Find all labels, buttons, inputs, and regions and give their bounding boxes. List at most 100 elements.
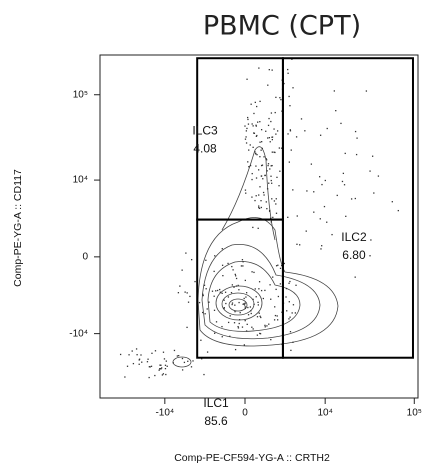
event-dot [245, 130, 248, 132]
event-dot [149, 366, 151, 368]
event-dot [160, 368, 162, 370]
event-dot [131, 350, 133, 352]
event-dot [279, 283, 282, 285]
event-dot [277, 295, 280, 298]
event-dot [254, 151, 256, 153]
event-dot [146, 361, 149, 363]
event-dot [181, 357, 184, 360]
event-dot [276, 130, 279, 132]
event-dot [242, 303, 244, 305]
event-dot [261, 164, 264, 166]
event-dot [288, 95, 290, 98]
event-dot [213, 295, 215, 297]
event-dot [270, 112, 273, 114]
event-dot [245, 330, 248, 332]
event-dot [340, 122, 342, 125]
event-dot [371, 155, 374, 157]
event-dot [184, 291, 186, 293]
event-dot [274, 306, 276, 308]
event-dot [258, 206, 260, 209]
event-dot [194, 280, 196, 283]
event-dot [202, 293, 204, 295]
event-dot [356, 137, 358, 139]
event-dot [264, 174, 266, 177]
event-dot [263, 156, 265, 158]
event-dot [259, 156, 261, 158]
event-dot [244, 138, 247, 140]
event-dot [295, 136, 298, 138]
event-dot [238, 319, 241, 321]
gate [196, 57, 284, 221]
event-dot [344, 152, 346, 155]
event-dot [234, 275, 237, 277]
event-dot [253, 303, 255, 305]
event-dot [267, 163, 270, 165]
event-dot [343, 184, 346, 186]
event-dot [231, 265, 233, 268]
event-dot [233, 286, 235, 288]
event-dot [215, 290, 217, 292]
event-dot [250, 310, 252, 312]
event-dot [255, 177, 258, 179]
event-dot [369, 170, 371, 172]
event-dot [257, 304, 259, 306]
event-dot [132, 362, 135, 365]
event-dot [248, 149, 250, 151]
event-dot [345, 215, 347, 217]
event-dot [268, 117, 270, 120]
event-dot [260, 316, 262, 319]
event-dot [275, 198, 277, 200]
y-tick-label: 10⁴ [73, 175, 88, 186]
event-dot [201, 311, 204, 314]
event-dot [288, 161, 290, 163]
contour [228, 298, 248, 312]
event-dot [243, 344, 246, 346]
event-dot [397, 209, 399, 212]
event-dot [252, 146, 254, 148]
event-dot [251, 178, 253, 181]
event-dot [244, 125, 246, 127]
event-dot [214, 255, 216, 257]
event-dot [222, 274, 224, 277]
event-dot [278, 185, 280, 187]
event-dot [206, 308, 208, 310]
event-dot [141, 361, 143, 363]
x-tick-label: 0 [242, 408, 248, 419]
event-dot [306, 190, 308, 192]
event-dot [324, 179, 326, 182]
event-dot [178, 354, 180, 357]
event-dot [221, 264, 224, 266]
event-dot [292, 87, 294, 89]
event-dot [258, 281, 261, 283]
event-dot [354, 130, 357, 133]
event-dot [154, 374, 156, 377]
event-dot [264, 289, 266, 292]
event-dot [391, 201, 393, 203]
event-dot [251, 172, 253, 175]
event-dot [288, 318, 290, 320]
event-dot [225, 302, 227, 305]
event-dot [234, 348, 237, 351]
event-dot [289, 105, 291, 107]
event-dot [238, 289, 240, 291]
event-dot [321, 245, 323, 247]
event-dot [294, 312, 297, 314]
gate-name: ILC1 [203, 396, 229, 410]
y-tick-label: 0 [82, 251, 88, 262]
event-dot [274, 111, 276, 114]
event-dot [275, 288, 277, 291]
event-dot [203, 284, 206, 286]
event-dot [256, 334, 259, 336]
event-dot [274, 314, 277, 317]
event-dot [162, 373, 165, 375]
contour [207, 261, 301, 332]
event-dot [165, 360, 167, 362]
event-dot [318, 176, 321, 178]
event-dot [128, 354, 130, 356]
event-dot [189, 295, 191, 298]
event-dot [259, 141, 261, 143]
event-dot [271, 136, 274, 138]
event-dot [269, 141, 271, 143]
event-dot [260, 200, 262, 202]
